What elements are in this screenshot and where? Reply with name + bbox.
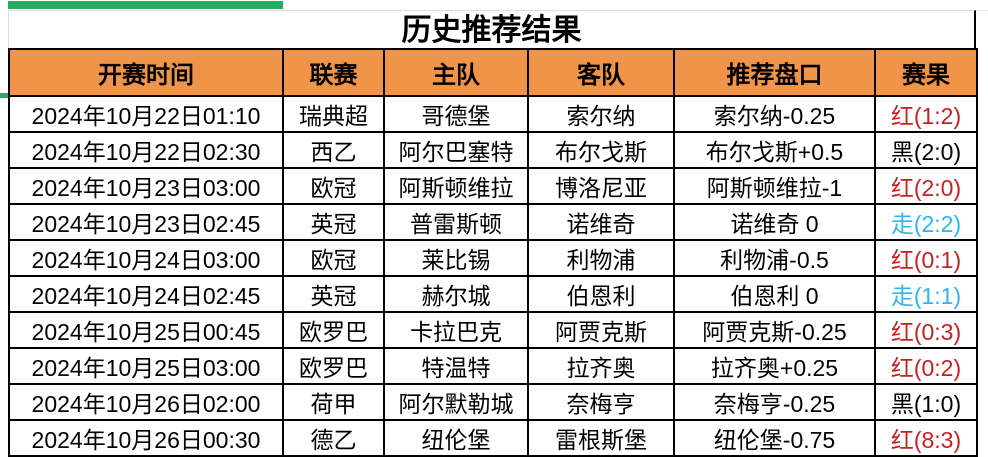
cell-start-time[interactable]: 2024年10月26日02:00 [8, 383, 284, 421]
cell-home-team[interactable]: 特温特 [383, 347, 529, 385]
cell-result[interactable]: 走(2:2) [874, 203, 978, 241]
page-title: 历史推荐结果 [8, 10, 976, 48]
cell-start-time[interactable]: 2024年10月24日02:45 [8, 275, 284, 313]
cell-home-team[interactable]: 卡拉巴克 [383, 311, 529, 349]
results-table: 历史推荐结果 开赛时间 联赛 主队 客队 推荐盘口 赛果 [8, 10, 978, 457]
cell-handicap[interactable]: 纽伦堡-0.75 [673, 419, 876, 457]
cell-league[interactable]: 英冠 [282, 203, 385, 241]
table-row: 2024年10月26日00:30 德乙 纽伦堡 雷根斯堡 纽伦堡-0.75 红(… [8, 419, 978, 457]
header-result[interactable]: 赛果 [874, 48, 978, 97]
cell-league[interactable]: 欧冠 [282, 239, 385, 277]
cell-result[interactable]: 红(0:1) [874, 239, 978, 277]
cell-start-time[interactable]: 2024年10月23日03:00 [8, 167, 284, 205]
header-away-team[interactable]: 客队 [527, 48, 675, 97]
cell-away-team[interactable]: 诺维奇 [527, 203, 675, 241]
cell-handicap[interactable]: 阿贾克斯-0.25 [673, 311, 876, 349]
cell-start-time[interactable]: 2024年10月24日03:00 [8, 239, 284, 277]
table-row: 2024年10月23日03:00 欧冠 阿斯顿维拉 博洛尼亚 阿斯顿维拉-1 红… [8, 167, 978, 205]
cell-result[interactable]: 黑(2:0) [874, 131, 978, 169]
cell-league[interactable]: 西乙 [282, 131, 385, 169]
cell-start-time[interactable]: 2024年10月26日00:30 [8, 419, 284, 457]
cell-league[interactable]: 瑞典超 [282, 95, 385, 133]
cell-league[interactable]: 欧罗巴 [282, 347, 385, 385]
cell-handicap[interactable]: 阿斯顿维拉-1 [673, 167, 876, 205]
header-league[interactable]: 联赛 [282, 48, 385, 97]
table-row: 2024年10月22日01:10 瑞典超 哥德堡 索尔纳 索尔纳-0.25 红(… [8, 95, 978, 133]
cell-start-time[interactable]: 2024年10月22日01:10 [8, 95, 284, 133]
cell-away-team[interactable]: 阿贾克斯 [527, 311, 675, 349]
cell-home-team[interactable]: 赫尔城 [383, 275, 529, 313]
cell-result[interactable]: 红(1:2) [874, 95, 978, 133]
cell-home-team[interactable]: 阿尔巴塞特 [383, 131, 529, 169]
cell-league[interactable]: 德乙 [282, 419, 385, 457]
cell-result[interactable]: 走(1:1) [874, 275, 978, 313]
cell-handicap[interactable]: 诺维奇 0 [673, 203, 876, 241]
cell-league[interactable]: 欧罗巴 [282, 311, 385, 349]
cell-league[interactable]: 荷甲 [282, 383, 385, 421]
cell-handicap[interactable]: 伯恩利 0 [673, 275, 876, 313]
cell-result[interactable]: 红(8:3) [874, 419, 978, 457]
header-handicap[interactable]: 推荐盘口 [673, 48, 876, 97]
table-row: 2024年10月25日03:00 欧罗巴 特温特 拉齐奥 拉齐奥+0.25 红(… [8, 347, 978, 385]
cell-away-team[interactable]: 索尔纳 [527, 95, 675, 133]
cell-home-team[interactable]: 阿斯顿维拉 [383, 167, 529, 205]
cell-home-team[interactable]: 哥德堡 [383, 95, 529, 133]
table-row: 2024年10月23日02:45 英冠 普雷斯顿 诺维奇 诺维奇 0 走(2:2… [8, 203, 978, 241]
cell-away-team[interactable]: 拉齐奥 [527, 347, 675, 385]
table-row: 2024年10月24日03:00 欧冠 莱比锡 利物浦 利物浦-0.5 红(0:… [8, 239, 978, 277]
cell-away-team[interactable]: 博洛尼亚 [527, 167, 675, 205]
cell-start-time[interactable]: 2024年10月25日00:45 [8, 311, 284, 349]
cell-away-team[interactable]: 伯恩利 [527, 275, 675, 313]
cell-handicap[interactable]: 利物浦-0.5 [673, 239, 876, 277]
cell-home-team[interactable]: 阿尔默勒城 [383, 383, 529, 421]
green-accent-bar [8, 1, 283, 9]
cell-home-team[interactable]: 纽伦堡 [383, 419, 529, 457]
history-results-table: 开赛时间 联赛 主队 客队 推荐盘口 赛果 2024年10月22日01:10 瑞… [8, 48, 978, 457]
table-row: 2024年10月24日02:45 英冠 赫尔城 伯恩利 伯恩利 0 走(1:1) [8, 275, 978, 313]
green-accent-notch [0, 93, 8, 98]
cell-league[interactable]: 欧冠 [282, 167, 385, 205]
cell-start-time[interactable]: 2024年10月23日02:45 [8, 203, 284, 241]
sheet-gridline [976, 10, 988, 11]
cell-away-team[interactable]: 布尔戈斯 [527, 131, 675, 169]
cell-home-team[interactable]: 普雷斯顿 [383, 203, 529, 241]
table-row: 2024年10月22日02:30 西乙 阿尔巴塞特 布尔戈斯 布尔戈斯+0.5 … [8, 131, 978, 169]
cell-start-time[interactable]: 2024年10月22日02:30 [8, 131, 284, 169]
cell-handicap[interactable]: 索尔纳-0.25 [673, 95, 876, 133]
cell-handicap[interactable]: 奈梅亨-0.25 [673, 383, 876, 421]
cell-away-team[interactable]: 利物浦 [527, 239, 675, 277]
cell-away-team[interactable]: 奈梅亨 [527, 383, 675, 421]
header-home-team[interactable]: 主队 [383, 48, 529, 97]
cell-handicap[interactable]: 布尔戈斯+0.5 [673, 131, 876, 169]
cell-handicap[interactable]: 拉齐奥+0.25 [673, 347, 876, 385]
table-row: 2024年10月26日02:00 荷甲 阿尔默勒城 奈梅亨 奈梅亨-0.25 黑… [8, 383, 978, 421]
cell-result[interactable]: 黑(1:0) [874, 383, 978, 421]
header-start-time[interactable]: 开赛时间 [8, 48, 284, 97]
table-row: 2024年10月25日00:45 欧罗巴 卡拉巴克 阿贾克斯 阿贾克斯-0.25… [8, 311, 978, 349]
cell-home-team[interactable]: 莱比锡 [383, 239, 529, 277]
cell-away-team[interactable]: 雷根斯堡 [527, 419, 675, 457]
cell-result[interactable]: 红(0:3) [874, 311, 978, 349]
header-row: 开赛时间 联赛 主队 客队 推荐盘口 赛果 [8, 48, 978, 97]
cell-result[interactable]: 红(2:0) [874, 167, 978, 205]
cell-result[interactable]: 红(0:2) [874, 347, 978, 385]
cell-start-time[interactable]: 2024年10月25日03:00 [8, 347, 284, 385]
cell-league[interactable]: 英冠 [282, 275, 385, 313]
